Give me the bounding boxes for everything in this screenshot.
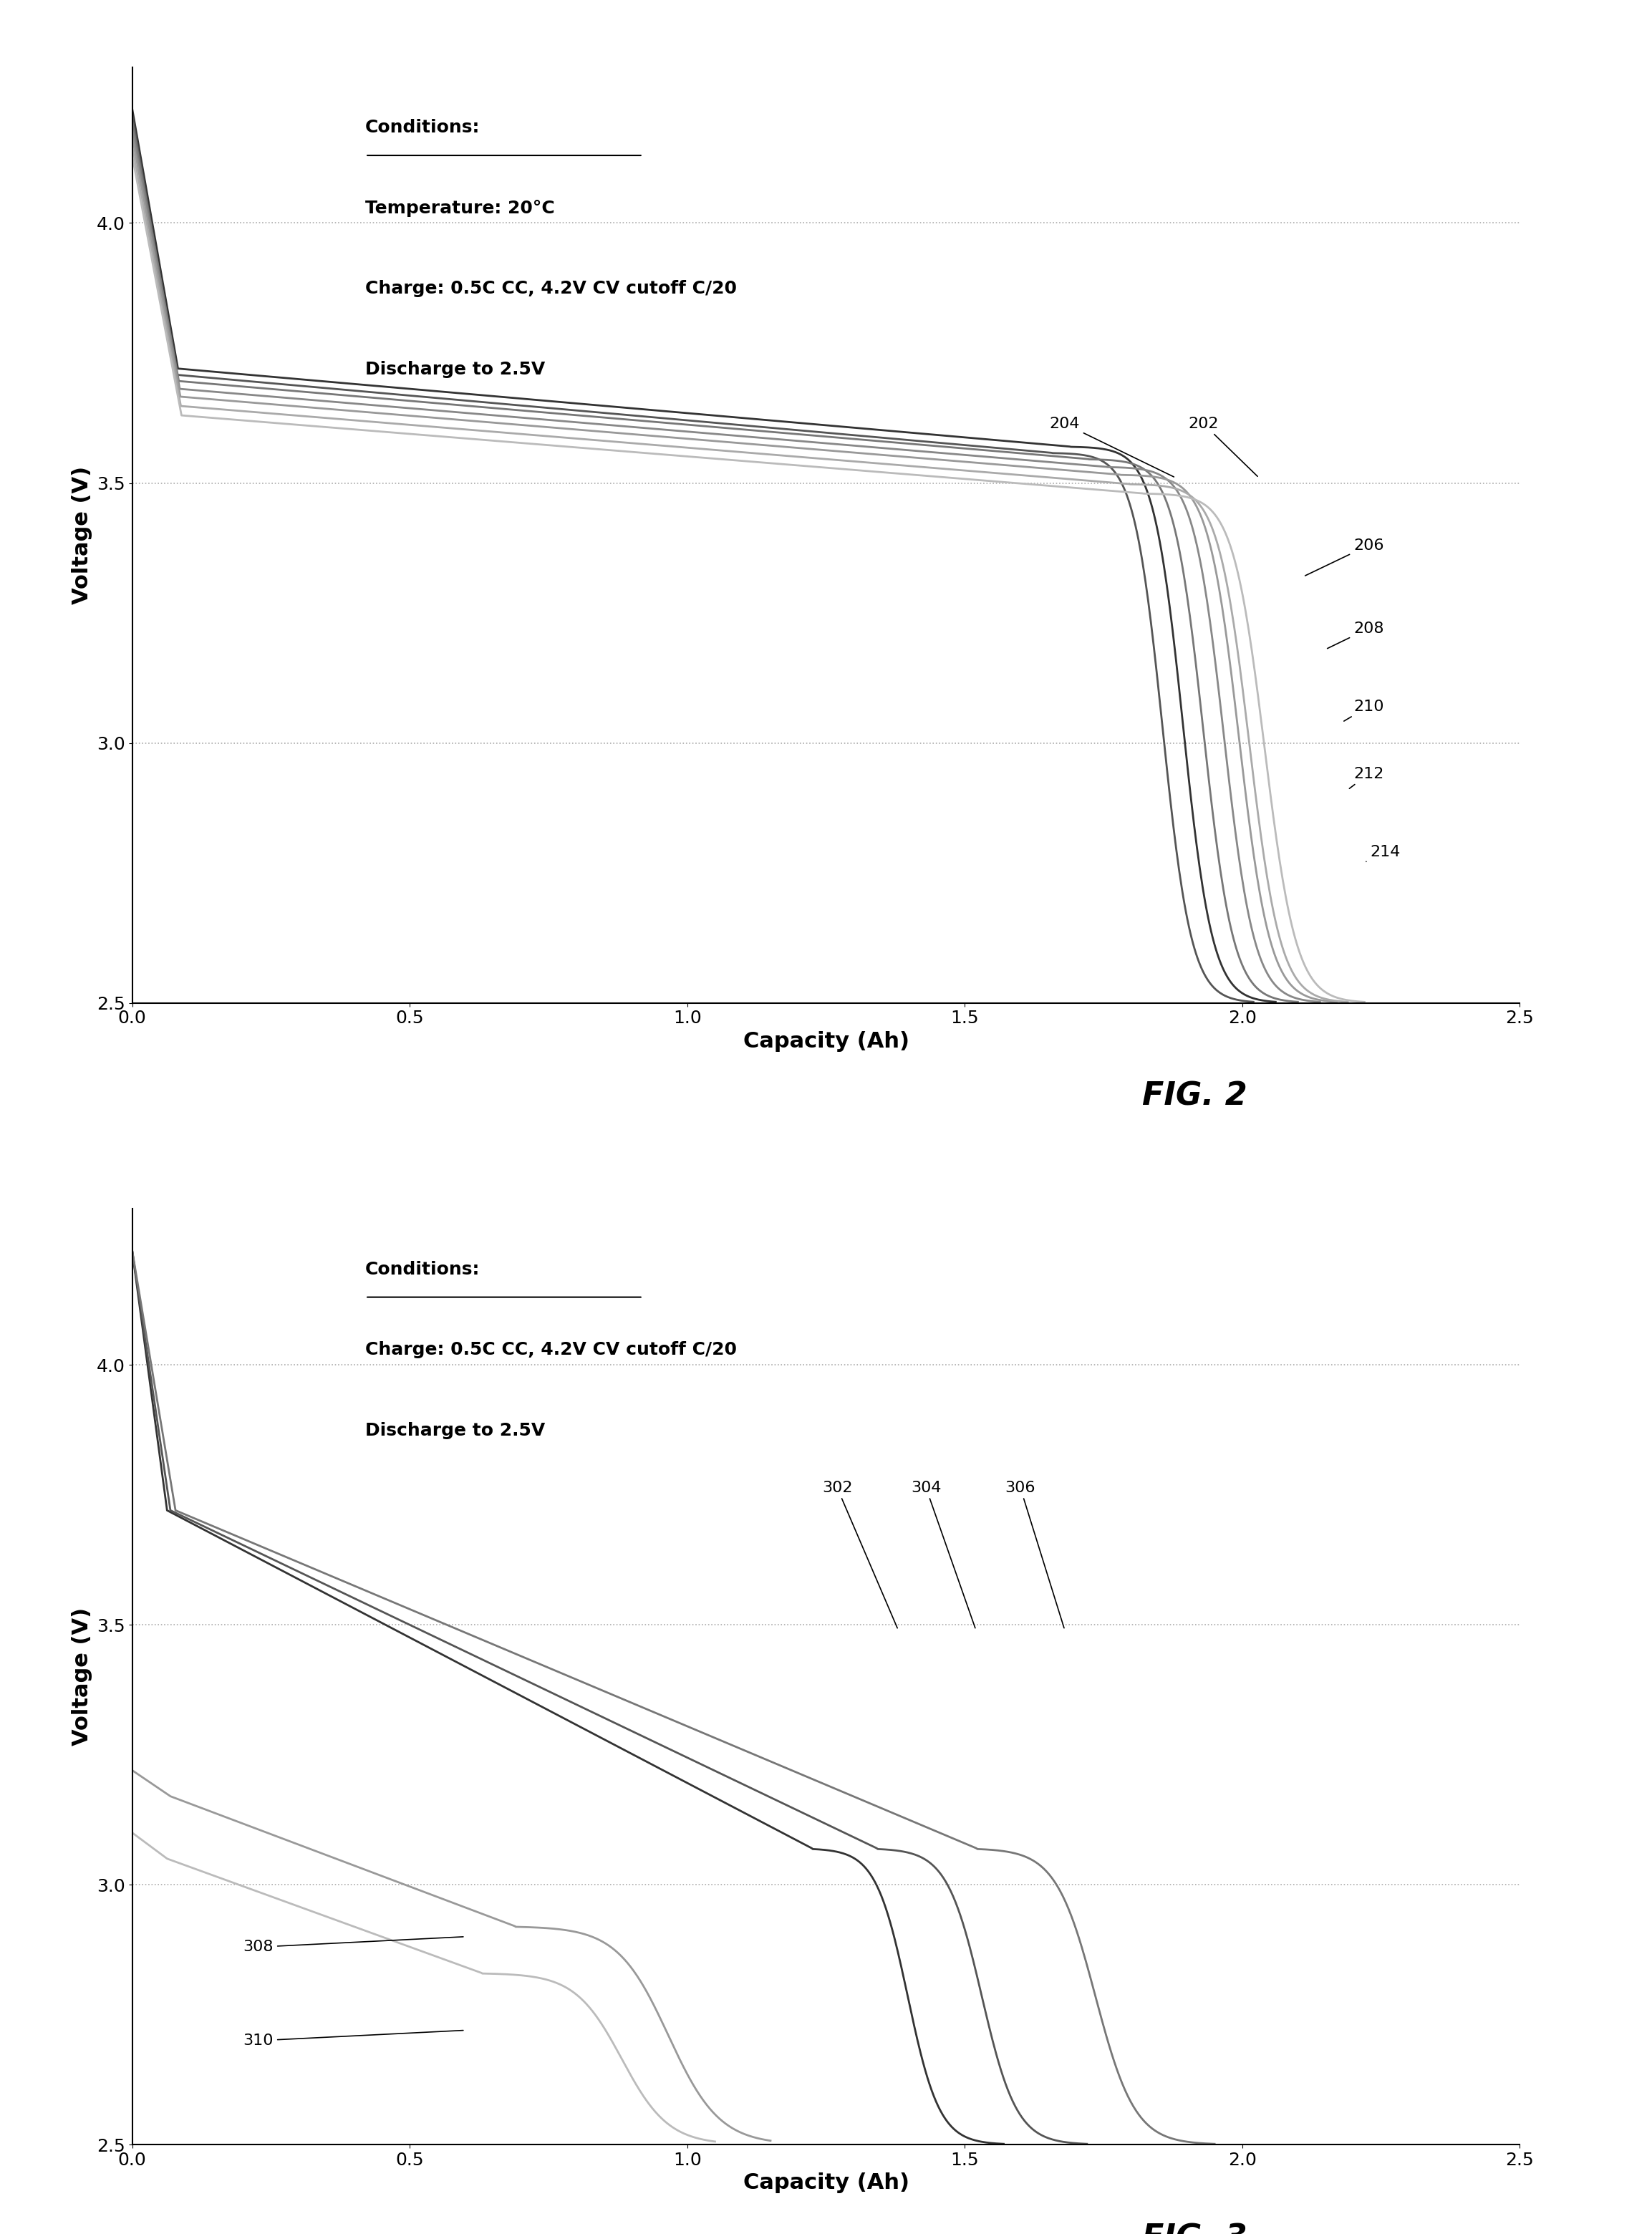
X-axis label: Capacity (Ah): Capacity (Ah) (743, 1032, 909, 1052)
Text: Discharge to 2.5V: Discharge to 2.5V (365, 360, 545, 378)
X-axis label: Capacity (Ah): Capacity (Ah) (743, 2174, 909, 2194)
Text: Charge: 0.5C CC, 4.2V CV cutoff C/20: Charge: 0.5C CC, 4.2V CV cutoff C/20 (365, 279, 737, 297)
Text: 206: 206 (1305, 538, 1384, 576)
Text: 202: 202 (1188, 418, 1257, 476)
Text: Conditions:: Conditions: (365, 118, 481, 136)
Text: 210: 210 (1345, 699, 1384, 722)
Text: 310: 310 (243, 2031, 463, 2049)
Text: 208: 208 (1327, 621, 1384, 648)
Y-axis label: Voltage (V): Voltage (V) (73, 467, 93, 603)
Text: 308: 308 (243, 1937, 463, 1955)
Text: 306: 306 (1004, 1481, 1064, 1629)
Text: 302: 302 (823, 1481, 897, 1629)
Text: Discharge to 2.5V: Discharge to 2.5V (365, 1423, 545, 1439)
Text: Charge: 0.5C CC, 4.2V CV cutoff C/20: Charge: 0.5C CC, 4.2V CV cutoff C/20 (365, 1340, 737, 1358)
Text: 304: 304 (910, 1481, 975, 1629)
Text: 212: 212 (1350, 766, 1384, 789)
Y-axis label: Voltage (V): Voltage (V) (73, 1608, 93, 1745)
Text: Temperature: 20°C: Temperature: 20°C (365, 199, 555, 217)
Text: Conditions:: Conditions: (365, 1260, 481, 1278)
Text: 204: 204 (1049, 418, 1175, 476)
Text: FIG. 2: FIG. 2 (1143, 1081, 1247, 1113)
Text: 214: 214 (1366, 844, 1401, 862)
Text: FIG. 3: FIG. 3 (1143, 2223, 1247, 2234)
